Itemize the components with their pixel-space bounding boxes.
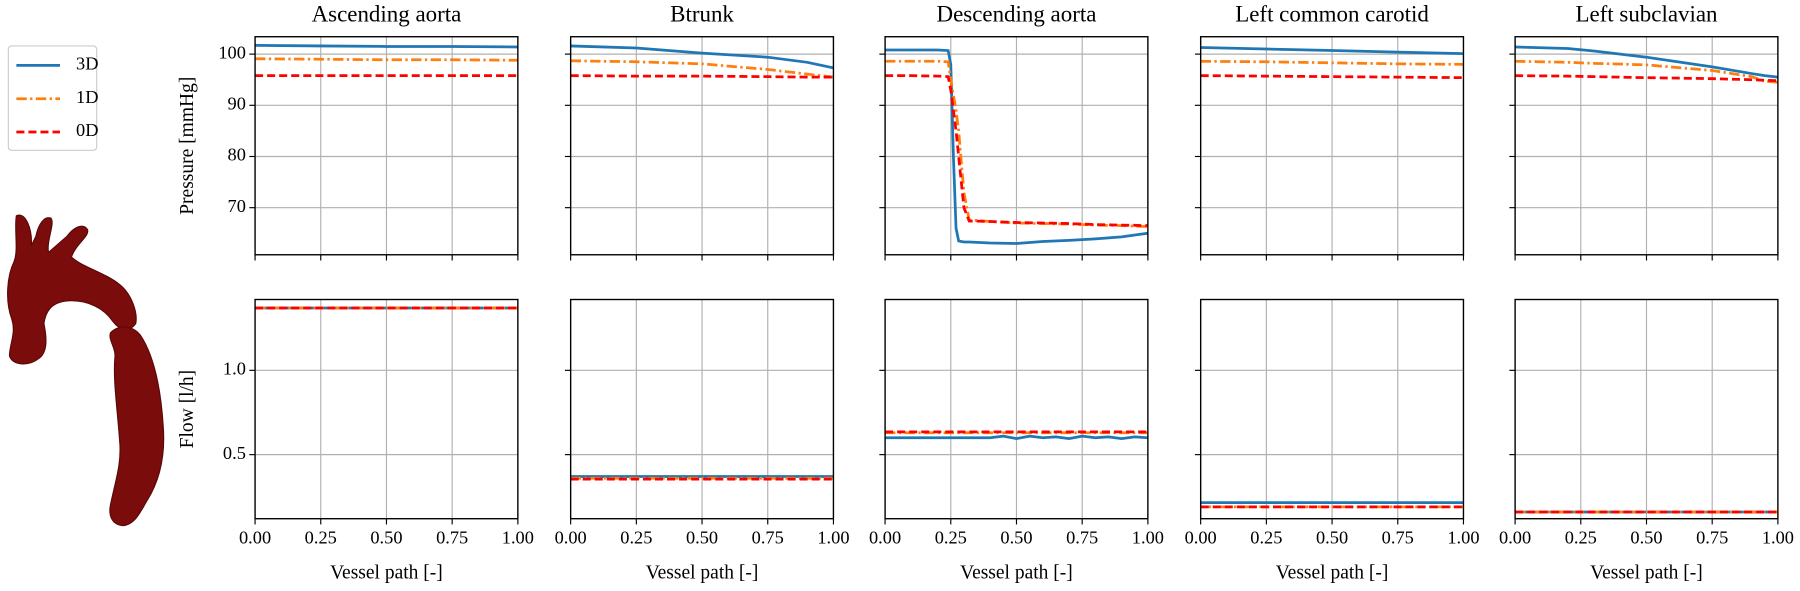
x-tick-label: 0.75 xyxy=(752,528,784,548)
descending-segment xyxy=(109,326,165,527)
y-tick-label: 80 xyxy=(228,145,246,165)
y-tick-label: 100 xyxy=(218,42,246,62)
panel-title: Ascending aorta xyxy=(312,1,462,26)
y-axis-label: Flow [l/h] xyxy=(177,370,198,449)
x-tick-label: 0.50 xyxy=(370,528,402,548)
legend-label: 3D xyxy=(76,54,98,74)
panel-title: Left subclavian xyxy=(1575,1,1718,26)
x-axis-label: Vessel path [-] xyxy=(330,562,443,583)
legend-label: 0D xyxy=(76,120,98,140)
x-tick-label: 0.50 xyxy=(1316,528,1348,548)
series-line xyxy=(885,59,1148,228)
series-line xyxy=(1200,46,1464,55)
axes-frame xyxy=(254,36,519,256)
y-tick-label: 0.5 xyxy=(223,443,246,463)
x-axis-label: Vessel path [-] xyxy=(1590,562,1703,583)
axes-frame xyxy=(254,298,519,520)
x-tick-label: 0.75 xyxy=(1696,528,1728,548)
x-tick-label: 0.25 xyxy=(620,528,652,548)
x-tick-label: 0.75 xyxy=(436,528,468,548)
series-line xyxy=(255,44,518,49)
axes-frame xyxy=(569,36,835,256)
series-line xyxy=(885,48,1148,245)
x-tick-label: 0.25 xyxy=(935,528,967,548)
axes-frame xyxy=(884,298,1149,520)
x-tick-label: 0.25 xyxy=(1250,528,1282,548)
series-line xyxy=(1515,74,1778,83)
axes-frame xyxy=(569,298,835,520)
series-line xyxy=(885,434,1148,441)
x-axis-label: Vessel path [-] xyxy=(646,562,759,583)
series-line xyxy=(885,74,1148,227)
aorta-model xyxy=(7,214,165,527)
x-tick-label: 1.00 xyxy=(502,528,534,548)
series-line xyxy=(1200,59,1464,66)
legend-box xyxy=(7,45,98,151)
x-tick-label: 0.75 xyxy=(1066,528,1098,548)
y-axis-label: Pressure [mmHg] xyxy=(177,77,198,215)
x-axis-label: Vessel path [-] xyxy=(960,562,1073,583)
axes-frame xyxy=(884,36,1149,256)
panel-title: Btrunk xyxy=(670,1,734,26)
x-tick-label: 0.00 xyxy=(869,528,901,548)
x-tick-label: 1.00 xyxy=(1447,528,1479,548)
axes-frame xyxy=(1199,298,1465,520)
legend-label: 1D xyxy=(76,87,98,107)
x-tick-label: 0.50 xyxy=(686,528,718,548)
x-tick-label: 0.25 xyxy=(305,528,337,548)
panel-title: Descending aorta xyxy=(937,1,1097,26)
x-tick-label: 0.00 xyxy=(1499,528,1531,548)
x-tick-label: 1.00 xyxy=(1762,528,1794,548)
y-tick-label: 70 xyxy=(228,196,246,216)
y-tick-label: 90 xyxy=(228,94,246,114)
series-line xyxy=(570,74,834,79)
series-line xyxy=(1515,45,1778,79)
series-line xyxy=(1200,74,1464,80)
x-tick-label: 0.75 xyxy=(1382,528,1414,548)
series-line xyxy=(570,59,834,79)
x-tick-label: 0.00 xyxy=(239,528,271,548)
x-tick-label: 1.00 xyxy=(817,528,849,548)
x-tick-label: 0.25 xyxy=(1565,528,1597,548)
x-tick-label: 0.50 xyxy=(1000,528,1032,548)
x-tick-label: 0.50 xyxy=(1630,528,1662,548)
x-tick-label: 1.00 xyxy=(1132,528,1164,548)
y-tick-label: 1.0 xyxy=(223,359,246,379)
x-tick-label: 0.00 xyxy=(1185,528,1217,548)
series-line xyxy=(255,57,518,62)
x-axis-label: Vessel path [-] xyxy=(1276,562,1389,583)
legend: 3D 1D 0D xyxy=(7,45,98,151)
series-line xyxy=(570,44,834,70)
x-tick-label: 0.00 xyxy=(555,528,587,548)
panel-title: Left common carotid xyxy=(1235,1,1429,26)
axes-frame xyxy=(1514,298,1779,520)
axes-frame xyxy=(1514,36,1779,256)
axes-frame xyxy=(1199,36,1465,256)
